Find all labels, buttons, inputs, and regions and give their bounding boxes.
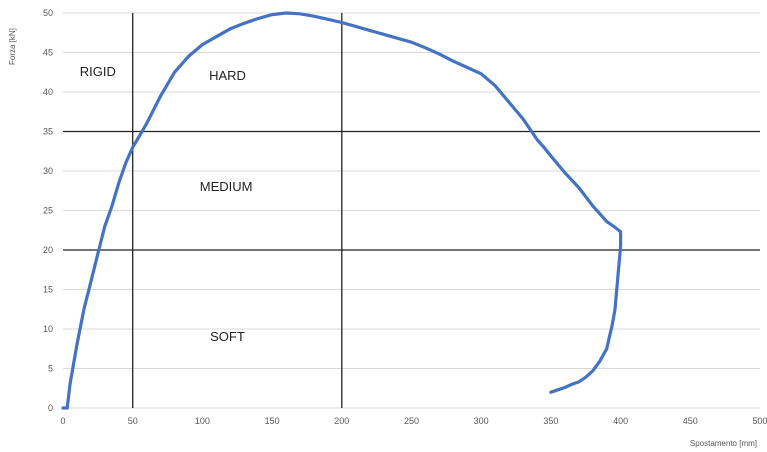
x-tick-label: 300 xyxy=(474,416,489,426)
y-tick-label: 25 xyxy=(43,206,53,216)
y-tick-label: 40 xyxy=(43,87,53,97)
y-tick-label: 45 xyxy=(43,48,53,58)
region-label-soft: SOFT xyxy=(210,329,245,344)
y-tick-label: 10 xyxy=(43,324,53,334)
gridlines xyxy=(63,12,760,409)
x-tick-label: 0 xyxy=(60,416,65,426)
y-tick-label: 0 xyxy=(48,403,53,413)
x-tick-label: 400 xyxy=(613,416,628,426)
region-label-medium: MEDIUM xyxy=(200,179,253,194)
x-tick-label: 500 xyxy=(752,416,767,426)
y-axis-title: Forza [kN] xyxy=(8,28,17,65)
x-tick-label: 50 xyxy=(128,416,138,426)
reference-lines xyxy=(63,13,760,408)
y-tick-label: 15 xyxy=(43,285,53,295)
x-tick-label: 100 xyxy=(195,416,210,426)
y-tick-label: 5 xyxy=(48,364,53,374)
x-tick-label: 150 xyxy=(265,416,280,426)
x-axis-title: Spostamento [mm] xyxy=(690,439,757,448)
x-tick-label: 200 xyxy=(334,416,349,426)
region-label-rigid: RIGID xyxy=(80,64,116,79)
region-labels: RIGID HARD MEDIUM SOFT xyxy=(80,64,253,344)
y-tick-label: 30 xyxy=(43,166,53,176)
series-line-0 xyxy=(61,11,623,410)
y-tick-label: 20 xyxy=(43,245,53,255)
region-label-hard: HARD xyxy=(209,68,246,83)
y-tick-label: 35 xyxy=(43,127,53,137)
data-series xyxy=(61,11,623,410)
x-tick-label: 350 xyxy=(543,416,558,426)
x-tick-label: 450 xyxy=(683,416,698,426)
x-tick-label: 250 xyxy=(404,416,419,426)
y-tick-label: 50 xyxy=(43,8,53,18)
tick-labels: 0 50 100 150 200 250 300 350 400 450 500 0 5 10 15 20 25… xyxy=(43,8,767,426)
